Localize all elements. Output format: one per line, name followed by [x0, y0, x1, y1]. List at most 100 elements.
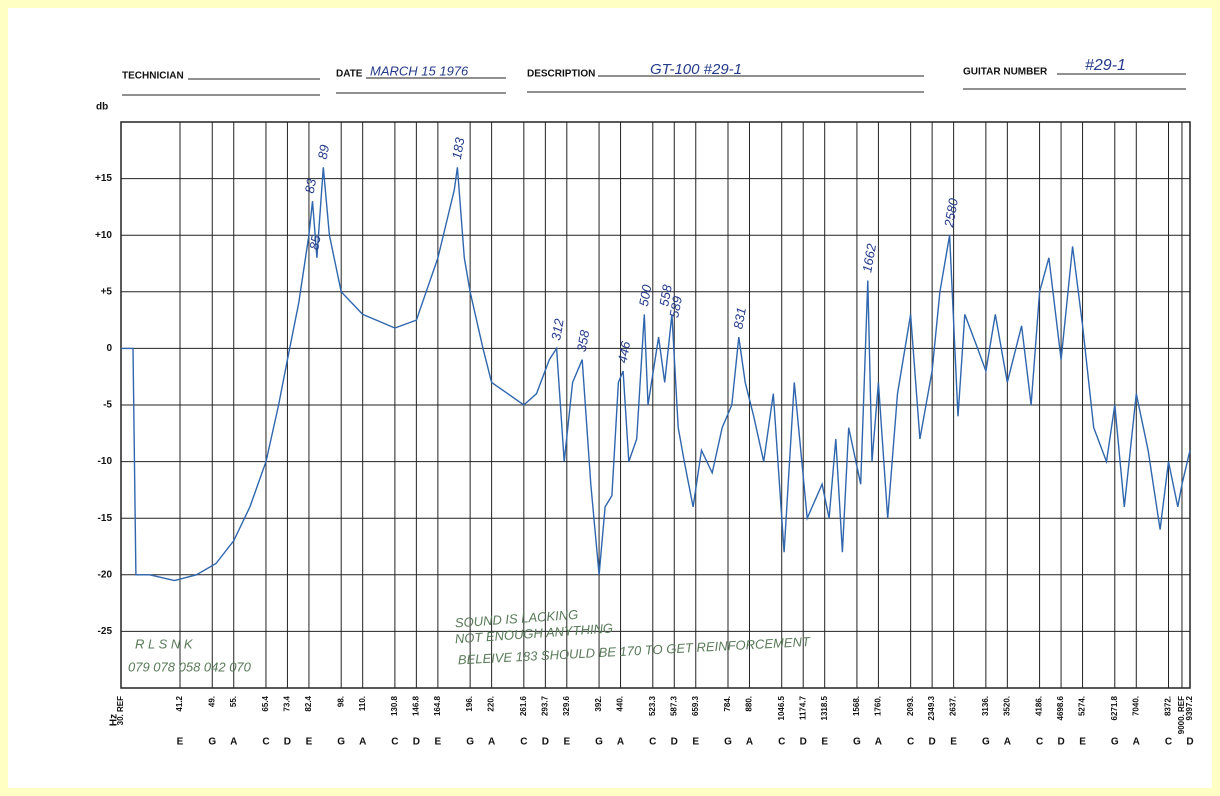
x-tick-label: 659.3 [691, 695, 700, 716]
x-note-label: G [982, 737, 990, 748]
x-tick-label: 293.7 [540, 695, 549, 716]
x-tick-label: 82.4 [304, 695, 313, 711]
x-tick-label: 7040. [1131, 696, 1140, 716]
x-note-label: D [800, 737, 807, 748]
x-tick-label: 2637. [949, 696, 958, 716]
y-tick-label: +10 [95, 230, 112, 241]
x-tick-label: 784. [723, 696, 732, 712]
handwritten-note: 079 078 058 042 070 [128, 659, 252, 674]
x-tick-label: 261.6 [519, 695, 528, 716]
y-axis-label: db [96, 102, 108, 113]
x-note-label: E [306, 737, 313, 748]
technician-label: TECHNICIAN [122, 71, 184, 82]
response-curve [121, 167, 1191, 582]
date-value: MARCH 15 1976 [370, 63, 469, 78]
x-tick-label: 1568. [852, 696, 861, 716]
x-tick-label: 392. [594, 696, 603, 712]
x-tick-label: 9000. REF [1177, 696, 1186, 734]
x-note-label: D [671, 737, 678, 748]
x-tick-label: 49. [207, 696, 216, 707]
x-note-label: G [466, 737, 474, 748]
x-note-label: D [1186, 737, 1193, 748]
y-tick-label: 0 [106, 343, 112, 354]
handwritten-note: R L S N K [135, 636, 194, 651]
peak-label: 312 [548, 317, 567, 342]
x-tick-label: 1318.5 [820, 695, 829, 720]
x-tick-label: 523.3 [648, 695, 657, 716]
x-tick-label: 880. [745, 696, 754, 712]
x-note-label: C [520, 737, 527, 748]
x-note-label: A [488, 737, 495, 748]
x-note-label: D [284, 737, 291, 748]
x-tick-label: 2093. [906, 696, 915, 716]
x-tick-label: 98. [336, 696, 345, 707]
x-tick-label: 146.8 [411, 695, 420, 716]
peak-label: 358 [574, 328, 593, 353]
paper [8, 8, 1212, 788]
peak-label: 1662 [859, 242, 879, 274]
x-note-label: E [1079, 737, 1086, 748]
x-note-label: C [907, 737, 914, 748]
x-tick-label: 6271.8 [1110, 695, 1119, 720]
peak-label: 2580 [941, 196, 961, 229]
x-note-label: E [950, 737, 957, 748]
x-tick-label: 3136. [981, 696, 990, 716]
x-note-label: E [563, 737, 570, 748]
x-note-label: D [542, 737, 549, 748]
x-tick-label: 440. [616, 696, 625, 712]
x-tick-label: 130.8 [390, 695, 399, 716]
x-tick-label: 55. [229, 696, 238, 707]
peak-label: 500 [636, 283, 655, 308]
x-note-label: A [617, 737, 624, 748]
x-note-label: C [778, 737, 785, 748]
peak-label: 183 [449, 136, 468, 161]
x-tick-label: 65.4 [261, 695, 270, 711]
x-tick-label: 1760. [874, 696, 883, 716]
x-note-label: C [262, 737, 269, 748]
y-tick-label: -25 [98, 626, 113, 637]
x-note-label: C [391, 737, 398, 748]
x-tick-label: 41.2 [175, 695, 184, 711]
x-note-label: E [821, 737, 828, 748]
x-note-label: D [413, 737, 420, 748]
x-note-label: E [177, 737, 184, 748]
peak-label: 831 [730, 306, 749, 330]
x-tick-label: 5274. [1078, 696, 1087, 716]
y-tick-label: +15 [95, 173, 112, 184]
peak-label: 558 [656, 283, 675, 308]
x-tick-label: 9397.2 [1185, 695, 1194, 720]
y-tick-label: -20 [98, 569, 113, 580]
x-tick-label: 30. REF [116, 696, 125, 725]
guitar-number-label: GUITAR NUMBER [963, 67, 1048, 78]
x-tick-label: 220. [487, 696, 496, 712]
guitar-number-value: #29-1 [1085, 57, 1126, 74]
date-label: DATE [336, 69, 363, 80]
y-tick-label: -10 [98, 456, 113, 467]
y-tick-label: -5 [103, 400, 112, 411]
x-note-label: A [875, 737, 882, 748]
peak-label: 85 [306, 233, 323, 251]
x-note-label: A [746, 737, 753, 748]
x-tick-label: 196. [465, 696, 474, 712]
x-tick-label: 1046.5 [777, 695, 786, 720]
x-tick-label: 110. [358, 696, 367, 711]
x-note-label: A [1133, 737, 1140, 748]
x-note-label: D [1057, 737, 1064, 748]
description-label: DESCRIPTION [527, 69, 595, 80]
x-note-label: A [230, 737, 237, 748]
y-tick-label: -15 [98, 513, 113, 524]
x-tick-label: 3520. [1002, 696, 1011, 716]
peak-label: 89 [315, 144, 332, 161]
peak-label: 589 [666, 295, 685, 319]
x-tick-label: 2349.3 [927, 695, 936, 720]
x-axis-label: Hz [109, 714, 120, 726]
x-note-label: G [1111, 737, 1119, 748]
x-tick-label: 587.3 [669, 695, 678, 716]
x-note-label: A [359, 737, 366, 748]
x-note-label: C [1036, 737, 1043, 748]
x-tick-label: 8372. [1164, 696, 1173, 716]
x-tick-label: 164.8 [433, 695, 442, 716]
x-note-label: A [1004, 737, 1011, 748]
